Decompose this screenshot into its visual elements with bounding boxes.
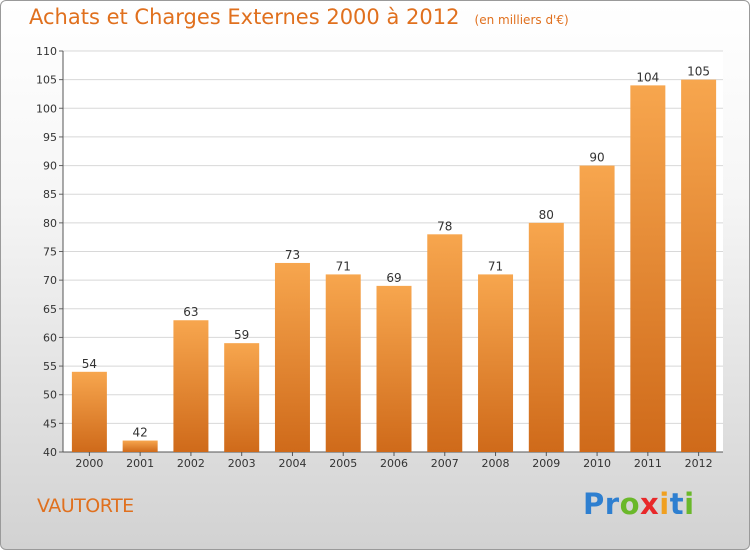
- logo-letter: x: [640, 487, 660, 521]
- y-tick-label: 80: [43, 217, 57, 230]
- x-tick-label: 2009: [532, 457, 560, 470]
- data-label: 73: [285, 248, 300, 262]
- y-tick-label: 55: [43, 360, 57, 373]
- bar-2002: [173, 320, 209, 452]
- data-label: 105: [687, 65, 710, 79]
- y-tick-label: 90: [43, 160, 57, 173]
- y-tick-label: 70: [43, 274, 57, 287]
- y-tick-label: 75: [43, 246, 57, 259]
- data-label: 90: [589, 151, 604, 165]
- bar-2010: [579, 165, 615, 453]
- y-tick-label: 95: [43, 131, 57, 144]
- y-tick-label: 50: [43, 389, 57, 402]
- y-tick-label: 60: [43, 331, 57, 344]
- bar-2001: [122, 440, 158, 452]
- data-label: 78: [437, 219, 452, 233]
- logo-letter: o: [619, 487, 641, 521]
- bar-2012: [681, 79, 717, 453]
- logo-letter: i: [684, 487, 695, 521]
- data-labels: 54 42 63 59 73 71 69 78 71 80 90 104 105: [82, 65, 710, 440]
- bar-2003: [224, 343, 260, 452]
- y-tick-label: 45: [43, 417, 57, 430]
- data-label: 104: [636, 70, 659, 84]
- x-tick-label: 2000: [75, 457, 103, 470]
- title-row: Achats et Charges Externes 2000 à 2012 (…: [29, 5, 569, 29]
- commune-name: VAUTORTE: [37, 495, 134, 517]
- bar-2008: [478, 274, 514, 452]
- bar-2011: [630, 85, 666, 452]
- x-tick-label: 2004: [278, 457, 306, 470]
- logo-letter: t: [669, 487, 685, 521]
- x-tick-label: 2011: [634, 457, 662, 470]
- bar-2007: [427, 234, 463, 452]
- logo-letter: r: [604, 487, 620, 521]
- data-label: 59: [234, 328, 249, 342]
- x-tick-label: 2003: [228, 457, 256, 470]
- bar-2006: [376, 285, 412, 452]
- y-tick-label: 65: [43, 303, 57, 316]
- bar-2009: [528, 222, 564, 452]
- x-tick-label: 2010: [583, 457, 611, 470]
- bars: [71, 79, 717, 453]
- logo-letter: i: [659, 487, 670, 521]
- x-tick-label: 2002: [177, 457, 205, 470]
- data-label: 71: [488, 259, 503, 273]
- x-tick-label: 2007: [431, 457, 459, 470]
- y-tick-label: 40: [43, 446, 57, 459]
- data-label: 71: [336, 259, 351, 273]
- data-label: 69: [386, 271, 401, 285]
- y-tick-label: 105: [36, 74, 57, 87]
- y-tick-label: 110: [36, 45, 57, 58]
- logo-letter: P: [583, 487, 605, 521]
- data-label: 42: [133, 426, 148, 440]
- bar-2005: [325, 274, 361, 452]
- chart-subtitle: (en milliers d'€): [474, 13, 569, 27]
- y-tick-label: 100: [36, 102, 57, 115]
- proxiti-logo: Proxiti: [583, 487, 695, 521]
- y-tick-label: 85: [43, 188, 57, 201]
- data-label: 63: [183, 305, 198, 319]
- x-tick-label: 2012: [685, 457, 713, 470]
- bar-2000: [71, 371, 107, 452]
- data-label: 54: [82, 357, 97, 371]
- data-label: 80: [539, 208, 554, 222]
- x-tick-label: 2005: [329, 457, 357, 470]
- bar-2004: [274, 262, 310, 452]
- x-tick-label: 2008: [482, 457, 510, 470]
- x-tick-label: 2001: [126, 457, 154, 470]
- chart-title: Achats et Charges Externes 2000 à 2012: [29, 5, 460, 29]
- x-tick-label: 2006: [380, 457, 408, 470]
